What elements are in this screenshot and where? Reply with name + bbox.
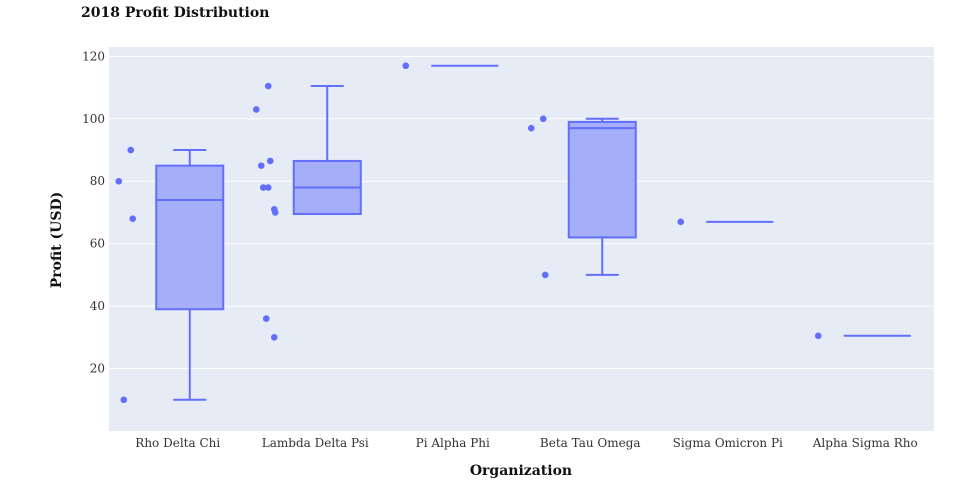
data-point: [539, 115, 547, 123]
box-iqr: [155, 164, 225, 311]
data-point: [115, 177, 123, 185]
x-tick-label: Lambda Delta Psi: [262, 436, 369, 450]
x-tick-label: Pi Alpha Phi: [416, 436, 490, 450]
y-tick-label: 20: [90, 362, 105, 376]
gridlines: [109, 55, 934, 370]
data-point: [264, 82, 272, 90]
x-tick-label: Rho Delta Chi: [135, 436, 220, 450]
data-point: [814, 332, 822, 340]
box-series: [115, 62, 911, 404]
data-point: [270, 334, 278, 341]
x-tick-label: Beta Tau Omega: [540, 436, 641, 450]
y-axis-title: Profit (USD): [49, 192, 65, 288]
y-tick-label: 60: [90, 237, 105, 251]
box-iqr: [567, 120, 637, 239]
plot-area: [109, 47, 934, 431]
data-point: [264, 184, 272, 191]
y-tick-label: 80: [90, 174, 105, 188]
x-tick-label: Sigma Omicron Pi: [673, 436, 783, 450]
data-point: [127, 146, 135, 154]
data-point: [266, 157, 274, 165]
box-group: [677, 218, 774, 226]
x-axis-ticks: Rho Delta Chi Lambda Delta Psi Pi Alpha Ph…: [135, 436, 917, 450]
data-point: [120, 396, 128, 404]
box-group: [252, 82, 362, 341]
box-group: [814, 332, 911, 340]
chart-title: 2018 Profit Distribution: [81, 5, 269, 21]
y-tick-label: 40: [90, 299, 105, 313]
data-point: [402, 62, 410, 70]
data-point: [129, 215, 137, 223]
data-point: [257, 162, 265, 169]
data-point: [527, 124, 535, 132]
y-tick-label: 100: [82, 112, 105, 126]
x-tick-label: Alpha Sigma Rho: [812, 436, 918, 450]
box-group: [527, 115, 637, 279]
data-point: [271, 209, 279, 216]
data-point: [677, 218, 685, 226]
data-point: [259, 184, 267, 191]
y-tick-label: 120: [82, 49, 105, 63]
box-group: [115, 146, 225, 404]
box-group: [402, 62, 499, 70]
data-point: [541, 271, 549, 279]
x-axis-title: Organization: [470, 463, 572, 479]
y-axis-ticks: 20 40 60 80 100 120: [82, 49, 105, 375]
data-point: [262, 315, 270, 322]
data-point: [252, 106, 260, 113]
